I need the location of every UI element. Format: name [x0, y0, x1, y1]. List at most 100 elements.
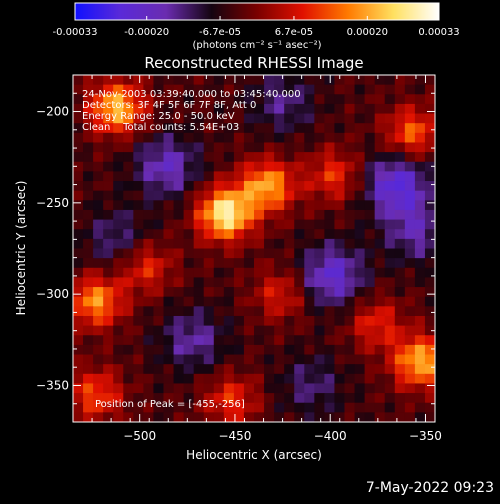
heatmap-cell	[203, 142, 215, 153]
heatmap-cell	[414, 325, 426, 336]
heatmap-cell	[324, 258, 335, 269]
heatmap-cell	[314, 113, 325, 124]
heatmap-cell	[163, 75, 174, 86]
heatmap-cell	[153, 84, 164, 95]
heatmap-cell	[93, 84, 104, 95]
heatmap-cell	[264, 190, 275, 201]
heatmap-cell	[334, 287, 345, 298]
heatmap-cell	[354, 190, 366, 201]
heatmap-cell	[254, 190, 265, 201]
heatmap-cell	[374, 364, 386, 375]
heatmap-cell	[334, 364, 345, 375]
heatmap-cell	[243, 354, 255, 365]
heatmap-cell	[324, 393, 335, 404]
heatmap-cell	[264, 219, 275, 230]
heatmap-cell	[354, 94, 366, 105]
heatmap-cell	[424, 123, 435, 134]
heatmap-cell	[384, 296, 396, 307]
heatmap-cell	[274, 209, 285, 220]
heatmap-cell	[274, 412, 285, 422]
heatmap-cell	[344, 84, 355, 95]
heatmap-cell	[243, 103, 255, 114]
heatmap-cell	[143, 161, 154, 172]
heatmap-cell	[414, 123, 426, 134]
heatmap-cell	[254, 229, 265, 240]
heatmap-cell	[334, 229, 345, 240]
heatmap-cell	[304, 113, 315, 124]
heatmap-cell	[213, 181, 225, 192]
heatmap-cell	[243, 132, 255, 143]
heatmap-cell	[254, 383, 265, 394]
heatmap-cell	[213, 219, 225, 230]
heatmap-cell	[103, 200, 114, 211]
heatmap-cell	[404, 229, 416, 240]
heatmap-cell	[213, 171, 225, 182]
heatmap-cell	[334, 219, 345, 230]
heatmap-cell	[123, 132, 134, 143]
heatmap-cell	[374, 142, 386, 153]
heatmap-cell	[153, 209, 164, 220]
heatmap-cell	[314, 402, 325, 413]
heatmap-cell	[143, 219, 154, 230]
heatmap-cell	[384, 267, 396, 278]
heatmap-cell	[284, 161, 295, 172]
heatmap-cell	[294, 161, 305, 172]
heatmap-cell	[344, 132, 355, 143]
heatmap-cell	[213, 315, 225, 327]
heatmap-cell	[394, 238, 406, 249]
heatmap-cell	[374, 306, 386, 317]
heatmap-cell	[183, 306, 195, 317]
heatmap-cell	[193, 344, 205, 355]
heatmap-cell	[113, 287, 124, 298]
heatmap-cell	[83, 258, 94, 269]
heatmap-cell	[93, 344, 104, 355]
heatmap-cell	[344, 306, 355, 317]
heatmap-cell	[113, 412, 124, 422]
heatmap-cell	[243, 364, 255, 375]
heatmap-cell	[73, 315, 84, 327]
heatmap-cell	[213, 364, 225, 375]
heatmap-cell	[424, 315, 435, 327]
heatmap-cell	[364, 123, 376, 134]
heatmap-cell	[364, 315, 376, 327]
heatmap-cell	[93, 132, 104, 143]
heatmap-cell	[334, 190, 345, 201]
heatmap-cell	[414, 248, 426, 259]
heatmap-cell	[394, 132, 406, 143]
heatmap-cell	[133, 94, 144, 105]
heatmap-cell	[243, 123, 255, 134]
heatmap-cell	[354, 171, 366, 182]
heatmap-cell	[103, 161, 114, 172]
heatmap-cell	[203, 103, 215, 114]
heatmap-cell	[123, 354, 134, 365]
heatmap-cell	[153, 229, 164, 240]
heatmap-cell	[424, 181, 435, 192]
heatmap-cell	[83, 219, 94, 230]
y-tick-label: −250	[36, 196, 69, 210]
heatmap-cell	[123, 402, 134, 413]
heatmap-cell	[254, 296, 265, 307]
heatmap-cell	[193, 277, 205, 288]
heatmap-cell	[344, 287, 355, 298]
heatmap-cell	[334, 94, 345, 105]
heatmap-cell	[414, 344, 426, 355]
heatmap-cell	[123, 181, 134, 192]
heatmap-cell	[374, 267, 386, 278]
heatmap-cell	[163, 238, 174, 249]
heatmap-cell	[163, 258, 174, 269]
heatmap-cell	[334, 248, 345, 259]
heatmap-cell	[314, 219, 325, 230]
heatmap-cell	[173, 113, 185, 124]
heatmap-cell	[183, 190, 195, 201]
heatmap-cell	[344, 200, 355, 211]
heatmap-cell	[203, 171, 215, 182]
heatmap-cell	[83, 393, 94, 404]
heatmap-cell	[223, 296, 235, 307]
heatmap-cell	[213, 412, 225, 422]
heatmap-cell	[193, 142, 205, 153]
heatmap-cell	[364, 354, 376, 365]
heatmap-cell	[374, 152, 386, 163]
heatmap-cell	[364, 267, 376, 278]
heatmap-cell	[113, 142, 124, 153]
heatmap-cell	[364, 412, 376, 422]
